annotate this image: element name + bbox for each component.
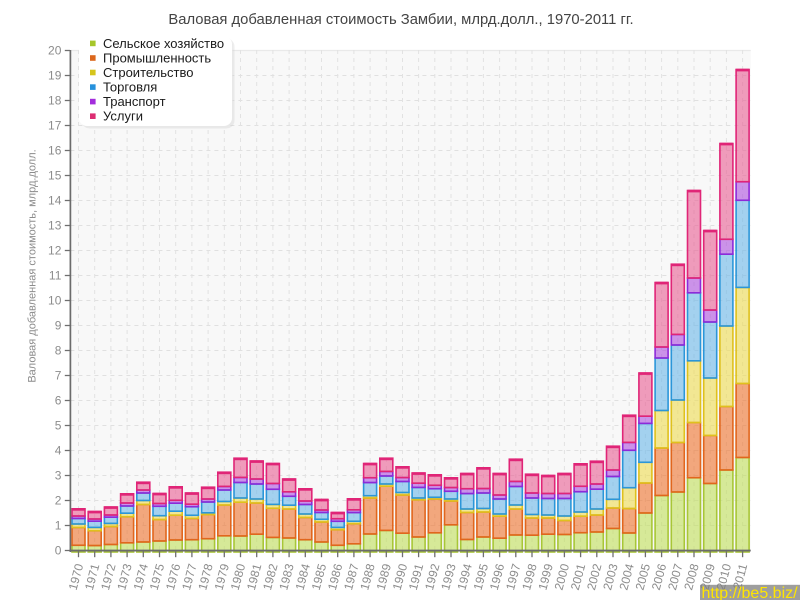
svg-text:1991: 1991 [406, 562, 427, 592]
svg-text:1981: 1981 [244, 562, 265, 592]
svg-text:2002: 2002 [584, 562, 605, 592]
svg-text:1995: 1995 [471, 562, 492, 592]
svg-text:2000: 2000 [552, 562, 573, 592]
svg-text:1983: 1983 [276, 562, 297, 592]
svg-text:3: 3 [55, 469, 62, 483]
svg-text:1997: 1997 [503, 562, 524, 592]
svg-text:1984: 1984 [293, 562, 314, 592]
svg-text:1: 1 [55, 519, 62, 533]
svg-text:1975: 1975 [147, 562, 168, 592]
svg-text:8: 8 [55, 344, 62, 358]
svg-text:1971: 1971 [82, 562, 103, 592]
svg-text:2010: 2010 [714, 562, 735, 592]
svg-text:13: 13 [48, 219, 62, 233]
svg-text:1982: 1982 [260, 562, 281, 592]
svg-text:1986: 1986 [325, 562, 346, 592]
svg-text:2005: 2005 [633, 562, 654, 592]
svg-text:6: 6 [55, 394, 62, 408]
svg-text:1973: 1973 [114, 562, 135, 592]
svg-text:1972: 1972 [98, 562, 119, 592]
svg-text:4: 4 [55, 444, 62, 458]
svg-text:1989: 1989 [374, 562, 395, 592]
svg-text:1985: 1985 [309, 562, 330, 592]
svg-text:18: 18 [48, 94, 62, 108]
svg-text:10: 10 [48, 294, 62, 308]
svg-text:9: 9 [55, 319, 62, 333]
svg-text:1993: 1993 [438, 562, 459, 592]
svg-text:1970: 1970 [66, 562, 87, 592]
svg-text:Валовая добавленная стоимость,: Валовая добавленная стоимость, млрд.долл… [27, 149, 39, 382]
svg-text:Валовая добавленная стоимость: Валовая добавленная стоимость Замбии, мл… [168, 12, 633, 28]
svg-text:1977: 1977 [179, 562, 200, 592]
svg-text:1996: 1996 [487, 562, 508, 592]
svg-text:1987: 1987 [341, 562, 362, 592]
svg-text:1974: 1974 [131, 562, 152, 592]
svg-text:1979: 1979 [212, 562, 233, 592]
svg-text:2008: 2008 [681, 562, 702, 592]
svg-text:Промышленность: Промышленность [103, 51, 211, 66]
svg-text:2004: 2004 [616, 562, 637, 592]
svg-text:1998: 1998 [519, 562, 540, 592]
svg-text:7: 7 [55, 369, 62, 383]
svg-text:11: 11 [49, 269, 62, 283]
svg-text:15: 15 [48, 169, 62, 183]
svg-text:0: 0 [55, 544, 62, 558]
svg-text:12: 12 [48, 244, 62, 258]
svg-text:1988: 1988 [357, 562, 378, 592]
svg-text:Сельское хозяйство: Сельское хозяйство [103, 36, 224, 51]
svg-text:2003: 2003 [600, 562, 621, 592]
svg-text:19: 19 [48, 69, 62, 83]
svg-text:17: 17 [48, 119, 62, 133]
svg-text:2009: 2009 [697, 562, 718, 592]
svg-text:1990: 1990 [390, 562, 411, 592]
svg-text:1992: 1992 [422, 562, 443, 592]
svg-text:Строительство: Строительство [103, 65, 193, 80]
svg-text:http://be5.biz/: http://be5.biz/ [702, 585, 799, 600]
svg-text:1978: 1978 [195, 562, 216, 592]
svg-text:Транспорт: Транспорт [103, 94, 166, 109]
svg-text:2001: 2001 [568, 562, 589, 592]
svg-text:Торговля: Торговля [103, 80, 157, 95]
svg-text:5: 5 [55, 419, 62, 433]
svg-text:1999: 1999 [535, 562, 556, 592]
svg-text:Услуги: Услуги [103, 109, 143, 124]
svg-text:2006: 2006 [649, 562, 670, 592]
svg-text:16: 16 [48, 144, 62, 158]
svg-text:2007: 2007 [665, 562, 686, 592]
svg-text:20: 20 [48, 44, 62, 58]
svg-text:2: 2 [55, 494, 62, 508]
svg-text:1980: 1980 [228, 562, 249, 592]
svg-text:1976: 1976 [163, 562, 184, 592]
svg-text:1994: 1994 [454, 562, 475, 592]
svg-text:2011: 2011 [730, 562, 750, 591]
svg-text:14: 14 [48, 194, 62, 208]
